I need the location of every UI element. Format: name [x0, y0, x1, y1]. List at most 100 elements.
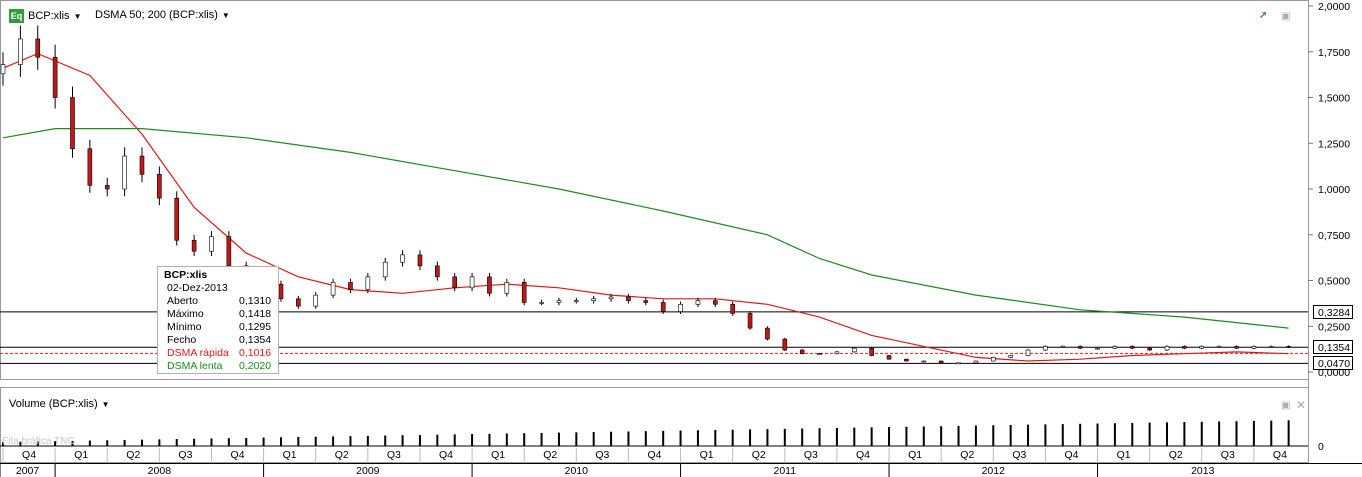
volume-bar — [801, 428, 804, 446]
volume-bar — [1235, 421, 1238, 446]
y-tick-label: 1,5000 — [1318, 93, 1350, 105]
volume-bar — [106, 440, 109, 446]
tooltip-row-label: Fecho — [167, 334, 197, 346]
volume-bar — [853, 427, 856, 446]
candle-body — [1060, 346, 1066, 348]
tooltip-date: 02-Dez-2013 — [167, 282, 228, 294]
restore-panel-icon[interactable]: ▣ — [1281, 400, 1291, 411]
volume-bar — [471, 434, 474, 446]
y-tick-label: 0,5000 — [1318, 276, 1350, 288]
volume-bar — [436, 434, 439, 446]
tooltip-rows: Aberto 0,1310 Máximo 0,1418 Mínimo 0,1295 Fech… — [158, 295, 278, 373]
symbol-selector[interactable]: Eq BCP:xlis ▼ — [9, 9, 81, 23]
volume-bar — [488, 433, 491, 446]
tooltip-row: Aberto 0,1310 — [158, 295, 278, 308]
quarter-label: Q2 — [335, 449, 349, 461]
candle-body — [817, 353, 822, 356]
candle-body — [226, 236, 232, 267]
volume-y-label: 0 — [1318, 441, 1324, 453]
volume-bar — [262, 437, 265, 446]
volume-bar — [384, 435, 387, 446]
tooltip-row-label: Aberto — [167, 295, 198, 307]
volume-bar — [54, 441, 57, 446]
y-tick-label: 1,0000 — [1318, 184, 1350, 196]
price-tag: 0,0470 — [1313, 356, 1353, 371]
volume-bar — [418, 434, 421, 446]
quarter-label: Q1 — [74, 449, 88, 461]
candle-body — [139, 155, 145, 175]
candle-body — [469, 276, 475, 289]
candle-body — [296, 298, 301, 307]
volume-label: Volume (BCP:xlis) — [9, 398, 98, 410]
close-panel-icon[interactable]: ✕ — [1296, 398, 1307, 412]
candle-body — [851, 347, 857, 353]
chevron-down-icon[interactable]: ▼ — [221, 10, 230, 20]
volume-bar — [783, 428, 786, 446]
quarter-label: Q1 — [700, 449, 714, 461]
candle-body — [18, 38, 23, 65]
quarter-label: Q2 — [543, 449, 557, 461]
tooltip-row-label: DSMA rápida — [167, 347, 229, 359]
volume-bar — [227, 438, 230, 446]
tooltip-row-value: 0,1016 — [239, 347, 272, 359]
candle-body — [1216, 346, 1222, 348]
candle-body — [660, 302, 666, 312]
volume-bar — [279, 437, 282, 446]
volume-bar — [1044, 424, 1047, 446]
tooltip-row-label: Máximo — [167, 308, 204, 320]
quarter-label: Q1 — [283, 449, 297, 461]
candle-body — [1112, 346, 1118, 349]
volume-bar — [332, 436, 335, 446]
volume-bar — [662, 430, 665, 446]
volume-bar — [644, 431, 647, 446]
restore-panel-icon[interactable]: ▣ — [1281, 11, 1291, 22]
candle-body — [1268, 346, 1274, 348]
trend-arrow-icon[interactable]: ➚ — [1259, 10, 1268, 21]
candle-body — [382, 261, 388, 278]
quarter-label: Q4 — [647, 449, 661, 461]
tooltip-title: BCP:xlis — [164, 269, 208, 281]
year-label: 2007 — [16, 465, 40, 477]
tooltip-row: Máximo 0,1418 — [158, 308, 278, 321]
chevron-down-icon[interactable]: ▼ — [101, 399, 110, 409]
tooltip-row: Fecho 0,1354 — [158, 334, 278, 347]
quarter-label: Q4 — [439, 449, 453, 461]
candle-body — [313, 294, 319, 307]
candle-body — [591, 298, 596, 301]
volume-bar — [123, 439, 126, 446]
candle-body — [626, 296, 631, 301]
volume-bar — [905, 426, 908, 446]
volume-bar — [1183, 422, 1186, 446]
candle-body — [869, 347, 874, 356]
volume-bar — [88, 440, 91, 446]
year-label: 2013 — [1191, 465, 1215, 477]
candle-body — [104, 185, 110, 190]
candle-body — [278, 283, 284, 300]
indicator-selector[interactable]: DSMA 50; 200 (BCP:xlis) ▼ — [95, 9, 230, 21]
volume-bar — [835, 427, 838, 446]
candle-body — [1077, 346, 1083, 349]
candle-body — [608, 296, 614, 300]
volume-selector[interactable]: Volume (BCP:xlis) ▼ — [9, 398, 110, 410]
volume-bar — [1252, 420, 1255, 446]
candle-body — [1286, 346, 1291, 348]
volume-bar — [1131, 422, 1134, 446]
chevron-down-icon[interactable]: ▼ — [73, 11, 82, 21]
volume-bar — [992, 425, 995, 446]
year-label: 2008 — [148, 465, 172, 477]
tooltip-row-value: 0,2020 — [239, 360, 272, 372]
candle-body — [834, 351, 840, 354]
volume-bar — [19, 441, 22, 446]
quarter-label: Q2 — [960, 449, 974, 461]
volume-bar — [749, 429, 752, 446]
tooltip-row-value: 0,1354 — [239, 334, 272, 346]
volume-bar — [731, 429, 734, 446]
candle-body — [87, 148, 93, 186]
candle-body — [1182, 346, 1187, 349]
tooltip-row-label: Mínimo — [167, 321, 202, 333]
candle-body — [921, 360, 927, 363]
series-line-dsma-lenta — [2, 128, 1289, 329]
volume-bar — [540, 432, 543, 446]
